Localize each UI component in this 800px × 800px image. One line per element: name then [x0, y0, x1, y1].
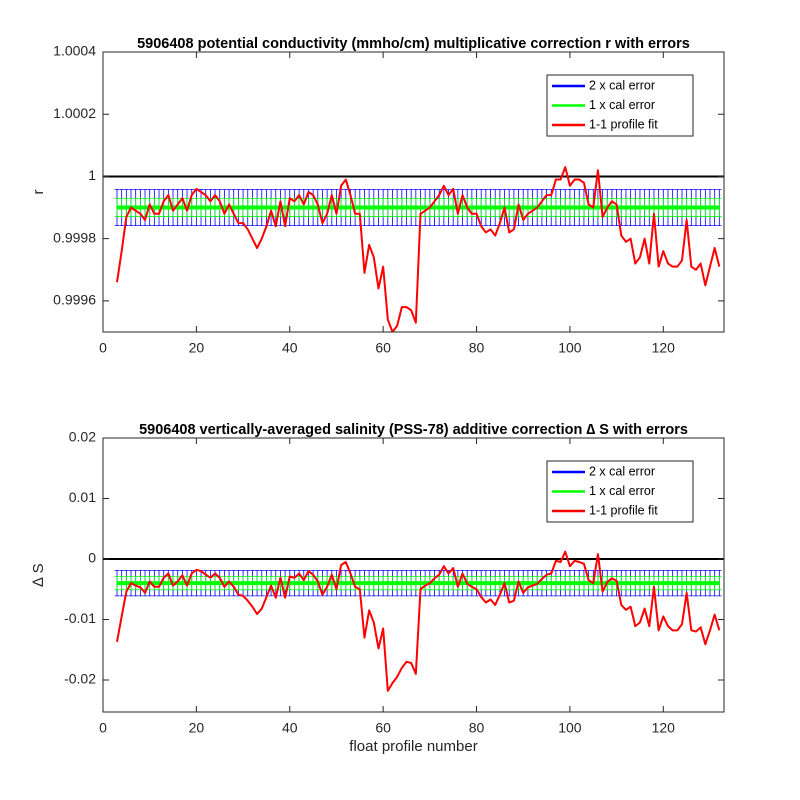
y-tick-label: 0: [88, 550, 96, 566]
y-tick-label: 1.0004: [53, 43, 96, 59]
y-tick-label: 1.0002: [53, 105, 96, 121]
x-tick-label: 80: [469, 720, 485, 736]
plot-area: [103, 166, 724, 332]
profile-fit-line: [116, 166, 721, 332]
x-tick-label: 0: [99, 720, 107, 736]
x-tick-label: 20: [189, 720, 205, 736]
legend-label: 1 x cal error: [589, 484, 655, 498]
y-tick-label: -0.01: [64, 610, 96, 626]
chart-title: 5906408 vertically-averaged salinity (PS…: [139, 422, 688, 438]
axes-frame: [102, 51, 725, 333]
x-tick-label: 120: [652, 340, 676, 356]
x-tick-label: 20: [189, 340, 205, 356]
legend-label: 2 x cal error: [589, 464, 655, 478]
y-axis-label: ∆ S: [30, 563, 47, 586]
x-axis-label: float profile number: [349, 738, 477, 755]
axes-frame: [102, 437, 725, 713]
x-tick-label: 0: [99, 340, 107, 356]
x-tick-label: 120: [652, 720, 676, 736]
x-tick-label: 100: [558, 720, 582, 736]
y-tick-label: -0.02: [64, 671, 96, 687]
chart-title: 5906408 potential conductivity (mmho/cm)…: [137, 36, 690, 52]
y-tick-label: 0.02: [69, 429, 96, 445]
error-bar: [717, 198, 722, 217]
x-tick-label: 40: [282, 340, 298, 356]
legend-label: 1-1 profile fit: [589, 503, 658, 517]
legend-label: 1 x cal error: [589, 98, 655, 112]
x-tick-label: 60: [375, 340, 391, 356]
y-tick-label: 0.01: [69, 489, 96, 505]
plot-area: [103, 550, 724, 692]
x-tick-label: 60: [375, 720, 391, 736]
x-tick-label: 40: [282, 720, 298, 736]
legend-label: 1-1 profile fit: [589, 117, 658, 131]
y-tick-label: 0.9998: [53, 229, 96, 245]
y-tick-label: 0.9996: [53, 292, 96, 308]
profile-fit-line: [116, 550, 721, 692]
x-tick-label: 100: [558, 340, 582, 356]
legend-label: 2 x cal error: [589, 78, 655, 92]
x-tick-label: 80: [469, 340, 485, 356]
y-axis-label: r: [30, 190, 47, 195]
y-tick-label: 1: [88, 167, 96, 183]
error-bar: [717, 576, 722, 591]
